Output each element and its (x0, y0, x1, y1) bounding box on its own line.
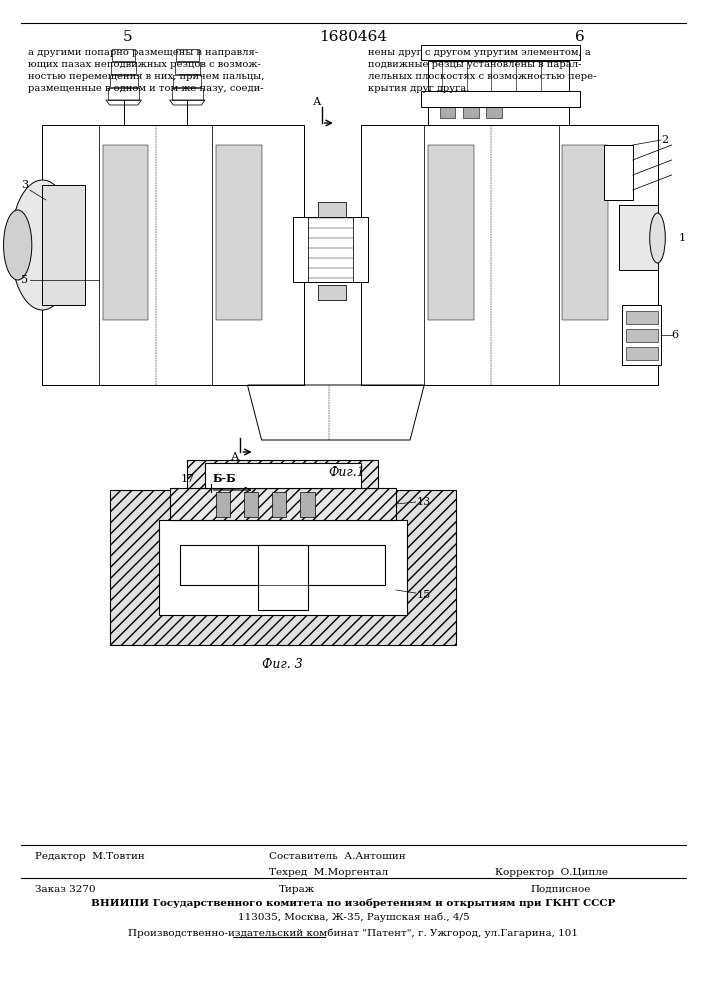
Bar (486, 89, 502, 102)
Bar (42, 185, 85, 305)
Text: 113035, Москва, Ж-35, Раушская наб., 4/5: 113035, Москва, Ж-35, Раушская наб., 4/5 (238, 913, 469, 922)
Text: 5: 5 (21, 275, 28, 285)
Bar (318, 202, 346, 217)
Bar (463, 89, 479, 102)
Ellipse shape (11, 180, 74, 310)
Text: Тираж: Тираж (279, 885, 315, 894)
Bar (187, 460, 378, 488)
Bar (318, 285, 346, 300)
Text: 2: 2 (661, 135, 668, 145)
Text: Производственно-издательский комбинат "Патент", г. Ужгород, ул.Гагарина, 101: Производственно-издательский комбинат "П… (129, 928, 578, 938)
Text: 6: 6 (672, 330, 679, 340)
Bar (258, 545, 308, 610)
Bar (110, 490, 456, 645)
Bar (440, 89, 455, 102)
Text: ВНИИПИ Государственного комитета по изобретениям и открытиям при ГКНТ СССР: ВНИИПИ Государственного комитета по изоб… (91, 899, 616, 908)
Bar (103, 145, 148, 320)
Text: 15: 15 (417, 590, 431, 600)
Text: а другими попарно размещены в направля-
ющих пазах неподвижных резцов с возмож-
: а другими попарно размещены в направля- … (28, 48, 264, 93)
Bar (428, 61, 569, 91)
Text: А: А (312, 97, 321, 107)
Text: Редактор  М.Товтин: Редактор М.Товтин (35, 852, 145, 861)
Text: Фиг. 3: Фиг. 3 (262, 658, 303, 671)
Bar (421, 91, 580, 107)
Bar (293, 217, 368, 282)
Text: Корректор  О.Ципле: Корректор О.Ципле (495, 868, 608, 877)
Bar (110, 75, 138, 87)
Text: А: А (231, 452, 240, 462)
Ellipse shape (4, 210, 32, 280)
Bar (159, 520, 407, 615)
Text: 5: 5 (122, 30, 132, 44)
Bar (205, 463, 361, 488)
Bar (300, 492, 315, 517)
Text: Заказ 3270: Заказ 3270 (35, 885, 96, 894)
Text: 1: 1 (679, 233, 686, 243)
Bar (421, 45, 580, 60)
Text: Составитель  А.Антошин: Составитель А.Антошин (269, 852, 405, 861)
Bar (428, 145, 474, 320)
Bar (626, 311, 658, 324)
Text: 13: 13 (417, 497, 431, 507)
Text: Подписное: Подписное (530, 885, 590, 894)
Bar (108, 88, 139, 100)
Bar (626, 347, 658, 360)
Bar (619, 205, 658, 270)
Bar (173, 75, 201, 87)
Text: 17: 17 (180, 474, 194, 484)
Bar (180, 545, 385, 585)
Bar (216, 145, 262, 320)
Ellipse shape (650, 213, 665, 263)
Bar (626, 329, 658, 342)
Bar (428, 107, 569, 125)
Text: Техред  М.Моргентал: Техред М.Моргентал (269, 868, 388, 877)
Bar (176, 49, 199, 61)
Bar (562, 145, 608, 320)
Bar (272, 492, 286, 517)
Bar (170, 488, 396, 520)
Bar (172, 88, 203, 100)
Text: нены друг с другом упругим элементом, а
подвижные резцы установлены в парал-
лел: нены друг с другом упругим элементом, а … (368, 48, 596, 93)
Bar (440, 105, 455, 118)
Text: Фиг.1: Фиг.1 (328, 466, 365, 479)
Text: 1680464: 1680464 (320, 30, 387, 44)
Bar (604, 145, 633, 200)
Bar (486, 105, 502, 118)
Text: Б-Б: Б-Б (212, 473, 235, 484)
Bar (111, 62, 136, 74)
Bar (112, 49, 135, 61)
Bar (463, 105, 479, 118)
Bar (175, 62, 200, 74)
Bar (216, 492, 230, 517)
Bar (244, 492, 258, 517)
Text: 6: 6 (575, 30, 585, 44)
Text: 3: 3 (21, 180, 28, 190)
Bar (622, 305, 661, 365)
